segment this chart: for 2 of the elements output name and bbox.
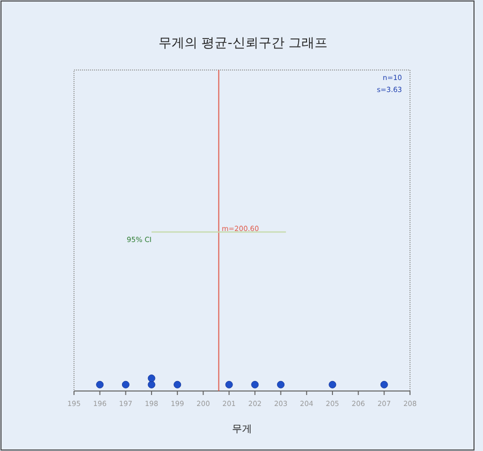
x-axis-title: 무게 <box>232 424 252 435</box>
chart-title: 무게의 평균-신뢰구간 그래프 <box>158 36 328 51</box>
